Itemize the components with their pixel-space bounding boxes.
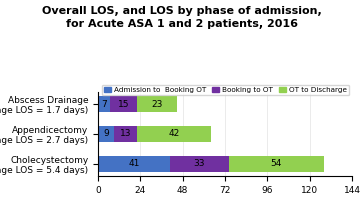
Text: 9: 9 bbox=[103, 130, 109, 138]
Text: 41: 41 bbox=[129, 159, 140, 168]
Text: 23: 23 bbox=[151, 100, 163, 109]
Text: 54: 54 bbox=[270, 159, 282, 168]
Bar bbox=[114, 126, 137, 142]
Text: 13: 13 bbox=[120, 130, 131, 138]
Text: 15: 15 bbox=[118, 100, 129, 109]
Legend: Admission to  Booking OT, Booking to OT, OT to Discharge: Admission to Booking OT, Booking to OT, … bbox=[102, 85, 349, 95]
Bar bbox=[170, 156, 229, 172]
Text: 7: 7 bbox=[101, 100, 107, 109]
Text: Overall LOS, and LOS by phase of admission,
for Acute ASA 1 and 2 patients, 2016: Overall LOS, and LOS by phase of admissi… bbox=[42, 6, 321, 29]
Bar bbox=[137, 126, 211, 142]
Bar bbox=[98, 96, 110, 112]
Bar bbox=[229, 156, 324, 172]
Bar bbox=[137, 96, 178, 112]
Bar bbox=[98, 126, 114, 142]
Bar bbox=[98, 156, 170, 172]
Bar bbox=[110, 96, 137, 112]
Text: 42: 42 bbox=[168, 130, 180, 138]
Text: 33: 33 bbox=[194, 159, 205, 168]
